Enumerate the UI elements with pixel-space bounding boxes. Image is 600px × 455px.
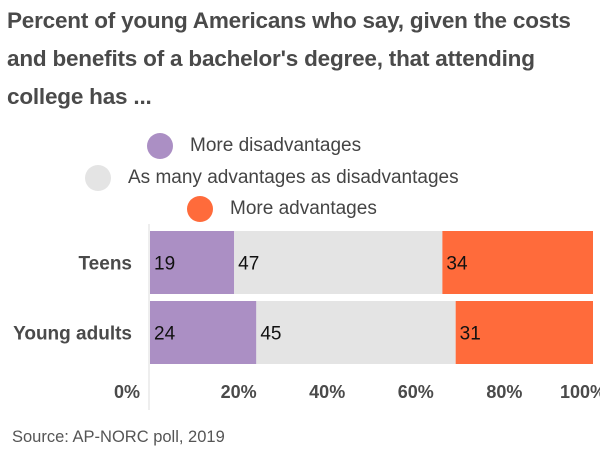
data-label: 34 [446,254,468,275]
legend-swatch-icon [187,196,213,222]
data-label: 45 [260,324,281,345]
bar-segment [150,231,235,294]
data-label: 19 [154,254,175,275]
legend-swatch-icon [85,165,111,191]
bar-segment [455,301,593,364]
bar-segment [256,301,456,364]
data-label: 24 [154,324,176,345]
bar-segment [234,231,443,294]
x-tick-label: 80% [486,382,522,402]
legend-swatch-icon [147,133,173,159]
data-label: 47 [238,254,259,275]
chart-title: Percent of young Americans who say, give… [7,8,571,109]
source-note: Source: AP-NORC poll, 2019 [12,428,225,446]
x-tick-label: 100% [560,382,600,402]
x-tick-label: 40% [309,382,345,402]
legend-item-more-advantages: More advantages [187,196,377,222]
legend-label: As many advantages as disadvantages [128,167,459,188]
category-label: Young adults [13,324,132,345]
x-tick-label: 20% [221,382,257,402]
legend-item-as-many: As many advantages as disadvantages [85,165,459,191]
legend-item-more-disadvantages: More disadvantages [147,133,361,159]
x-tick-label: 0% [114,382,140,402]
x-tick-label: 60% [398,382,434,402]
data-label: 31 [460,324,481,345]
bar-segment [150,301,257,364]
category-label: Teens [78,254,132,275]
bar-segment [442,231,593,294]
legend-label: More advantages [230,198,377,219]
legend-label: More disadvantages [190,135,362,156]
